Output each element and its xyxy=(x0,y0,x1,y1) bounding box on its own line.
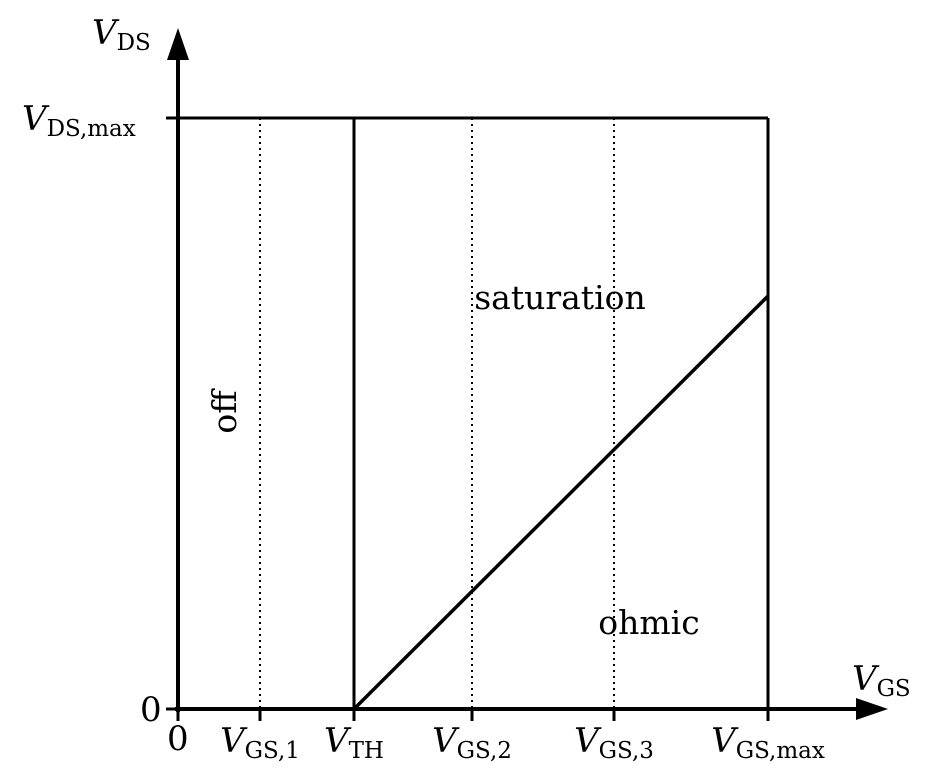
x-axis-arrowhead xyxy=(856,698,888,720)
y-axis-label: VDS xyxy=(92,13,151,56)
x-tick-label-vth: VTH xyxy=(324,721,384,764)
x-zero-label: 0 xyxy=(167,719,189,759)
x-tick-label-vgs1: VGS,1 xyxy=(220,721,300,764)
x-tick-label-vgs2: VGS,2 xyxy=(432,721,512,764)
region-label-ohmic: ohmic xyxy=(598,603,699,642)
region-label-off: off xyxy=(205,388,244,434)
x-tick-label-vgsmax: VGS,max xyxy=(711,721,825,764)
saturation-ohmic-boundary xyxy=(352,294,770,711)
x-tick-label-vgs3: VGS,3 xyxy=(574,721,654,764)
y-max-label: VDS,max xyxy=(22,99,136,142)
y-zero-label: 0 xyxy=(140,690,162,730)
x-axis-label: VGS xyxy=(852,659,911,702)
y-axis-arrowhead xyxy=(167,28,189,60)
region-label-saturation: saturation xyxy=(474,278,646,317)
